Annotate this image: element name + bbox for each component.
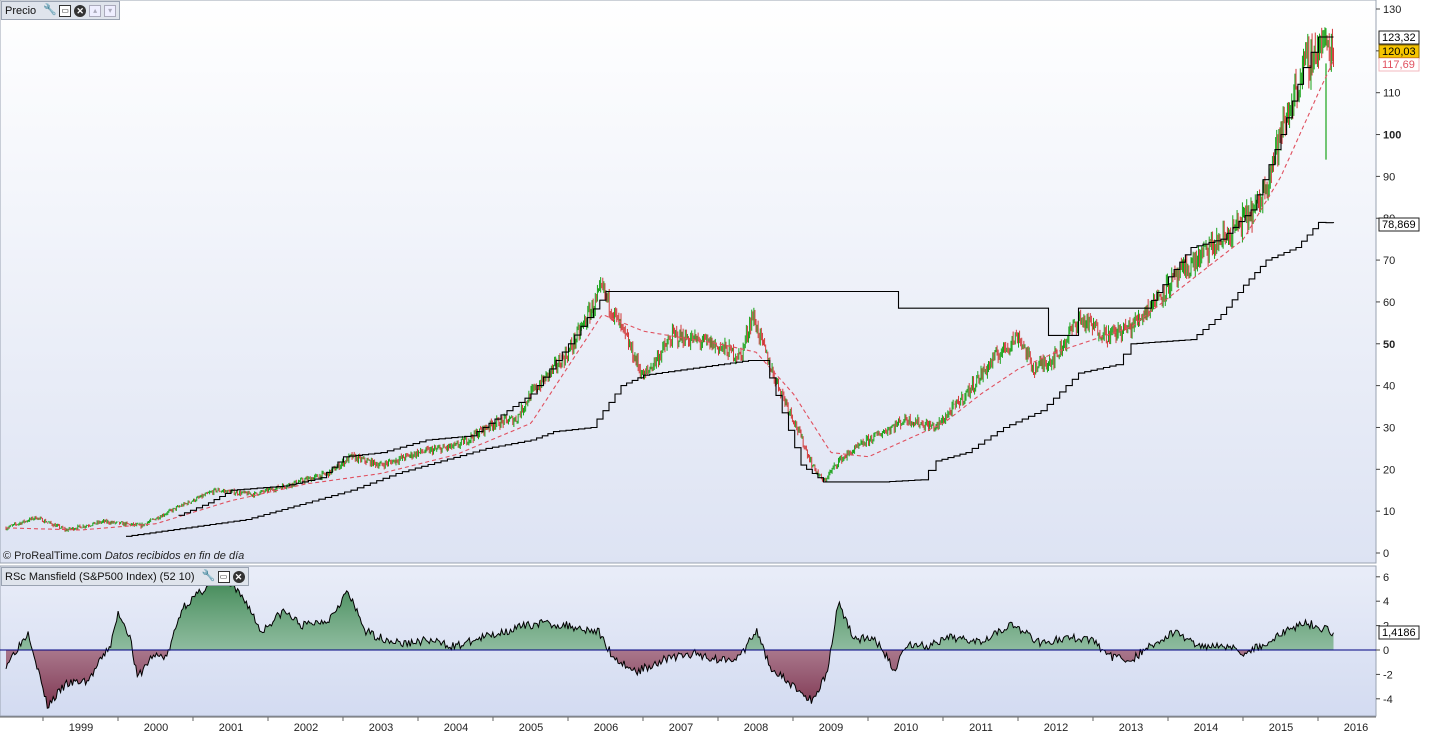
wrench-icon[interactable]: 🔧 [43, 4, 57, 16]
price-panel-bg [0, 0, 1377, 564]
watermark-brand: © ProRealTime.com [3, 550, 102, 562]
upper-channel-line [178, 36, 1334, 516]
badge-lower-text: 78,869 [1382, 219, 1416, 231]
badge-upper-channel: 123,32 [1378, 30, 1420, 45]
close-icon[interactable]: ✕ [74, 4, 87, 17]
price-axis-label: 50 [1383, 339, 1395, 351]
time-axis-label: 2000 [144, 722, 168, 734]
time-axis-label: 2001 [219, 722, 243, 734]
badge-lower-channel: 78,869 [1378, 217, 1420, 232]
indicator-axis-label: -2 [1383, 669, 1393, 681]
watermark-note: Datos recibidos en fin de día [104, 550, 245, 562]
time-axis-label: 2003 [369, 722, 393, 734]
wrench-icon[interactable]: 🔧 [201, 570, 216, 582]
time-axis-label: 2008 [744, 722, 768, 734]
badge-indicator-text: 1,4186 [1382, 627, 1416, 639]
time-axis-label: 2015 [1269, 722, 1293, 734]
time-axis-label: 1999 [69, 722, 93, 734]
indicator-panel-title: RSc Mansfield (S&P500 Index) (52 10) [5, 570, 195, 583]
time-axis-label: 2011 [969, 722, 993, 734]
indicator-positive-area [6, 571, 1334, 650]
watermark: © ProRealTime.com Datos recibidos en fin… [3, 550, 244, 562]
lower-channel-line [126, 221, 1335, 537]
indicator-negative-area [6, 650, 1334, 709]
time-axis-label: 2010 [894, 722, 918, 734]
price-axis-label: 90 [1383, 171, 1395, 183]
price-axis-label: 110 [1383, 88, 1401, 100]
badge-indicator-last: 1,4186 [1378, 625, 1420, 640]
time-axis-label: 2016 [1344, 722, 1368, 734]
badge-ma-text: 117,69 [1382, 59, 1415, 71]
time-axis-label: 2002 [294, 722, 318, 734]
time-axis-label: 2009 [819, 722, 843, 734]
badge-upper-text: 123,32 [1382, 32, 1416, 44]
close-icon[interactable]: ✕ [232, 570, 245, 583]
badge-last-price: 120,03 [1378, 44, 1420, 59]
window-icon[interactable]: ▭ [217, 570, 230, 583]
price-axis-label: 40 [1383, 381, 1395, 393]
price-axis-label: 30 [1383, 422, 1395, 434]
indicator-panel-titlebar: RSc Mansfield (S&P500 Index) (52 10) 🔧 ▭… [1, 567, 249, 586]
price-panel-title: Precio [5, 4, 37, 17]
time-axis-label: 2012 [1044, 722, 1068, 734]
price-axis-label: 20 [1383, 464, 1395, 476]
badge-last-text: 120,03 [1382, 46, 1416, 58]
price-axis-label: 60 [1383, 297, 1395, 309]
indicator-axis-label: 0 [1383, 645, 1389, 657]
time-axis-label: 2006 [594, 722, 618, 734]
window-icon[interactable]: ▭ [59, 4, 72, 17]
price-axis-label: 10 [1383, 506, 1395, 518]
indicator-axis-label: 6 [1383, 572, 1389, 584]
move-up-icon[interactable]: ▴ [89, 4, 102, 17]
time-axis-label: 2005 [519, 722, 543, 734]
indicator-axis-label: -4 [1383, 694, 1393, 706]
badge-moving-average: 117,69 [1378, 57, 1420, 72]
moving-average-line [5, 60, 1334, 531]
time-axis-label: 2014 [1194, 722, 1218, 734]
time-axis-label: 2013 [1119, 722, 1143, 734]
price-axis-label: 0 [1383, 548, 1389, 560]
price-axis-label: 70 [1383, 255, 1395, 267]
time-axis-label: 2004 [444, 722, 468, 734]
price-axis-label: 100 [1383, 130, 1401, 142]
move-down-icon[interactable]: ▾ [104, 4, 117, 17]
indicator-axis-label: 4 [1383, 596, 1389, 608]
price-axis-label: 130 [1383, 4, 1401, 16]
time-axis-label: 2007 [669, 722, 693, 734]
price-panel-titlebar: Precio 🔧 ▭ ✕ ▴ ▾ [1, 1, 121, 20]
